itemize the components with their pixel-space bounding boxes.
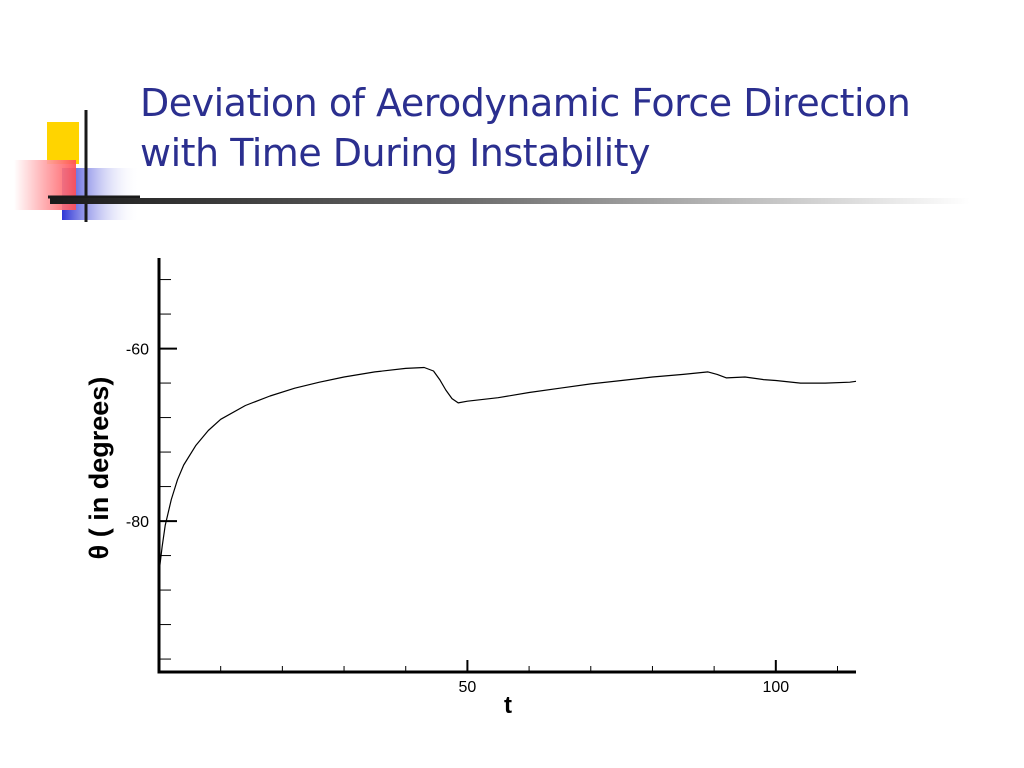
major-ticks: [159, 347, 777, 672]
minor-ticks: [159, 279, 838, 672]
y-tick-label: -80: [126, 514, 149, 531]
x-tick-label: 50: [459, 679, 477, 696]
y-tick-label: -60: [126, 342, 149, 359]
series-layer: [158, 366, 857, 573]
y-axis-label: θ ( in degrees): [84, 377, 114, 560]
x-tick-label: 100: [762, 679, 789, 696]
slide-title-line-2: with Time During Instability: [140, 131, 651, 175]
x-axis-label: t: [504, 692, 512, 719]
series-line-0: [158, 366, 857, 573]
title-underline: [50, 198, 970, 204]
slide-title: Deviation of Aerodynamic Force Direction…: [140, 78, 911, 178]
tick-labels: 50 100 -60 -80: [126, 342, 789, 696]
yellow-square: [47, 122, 79, 164]
slide-title-line-1: Deviation of Aerodynamic Force Direction: [140, 81, 911, 125]
